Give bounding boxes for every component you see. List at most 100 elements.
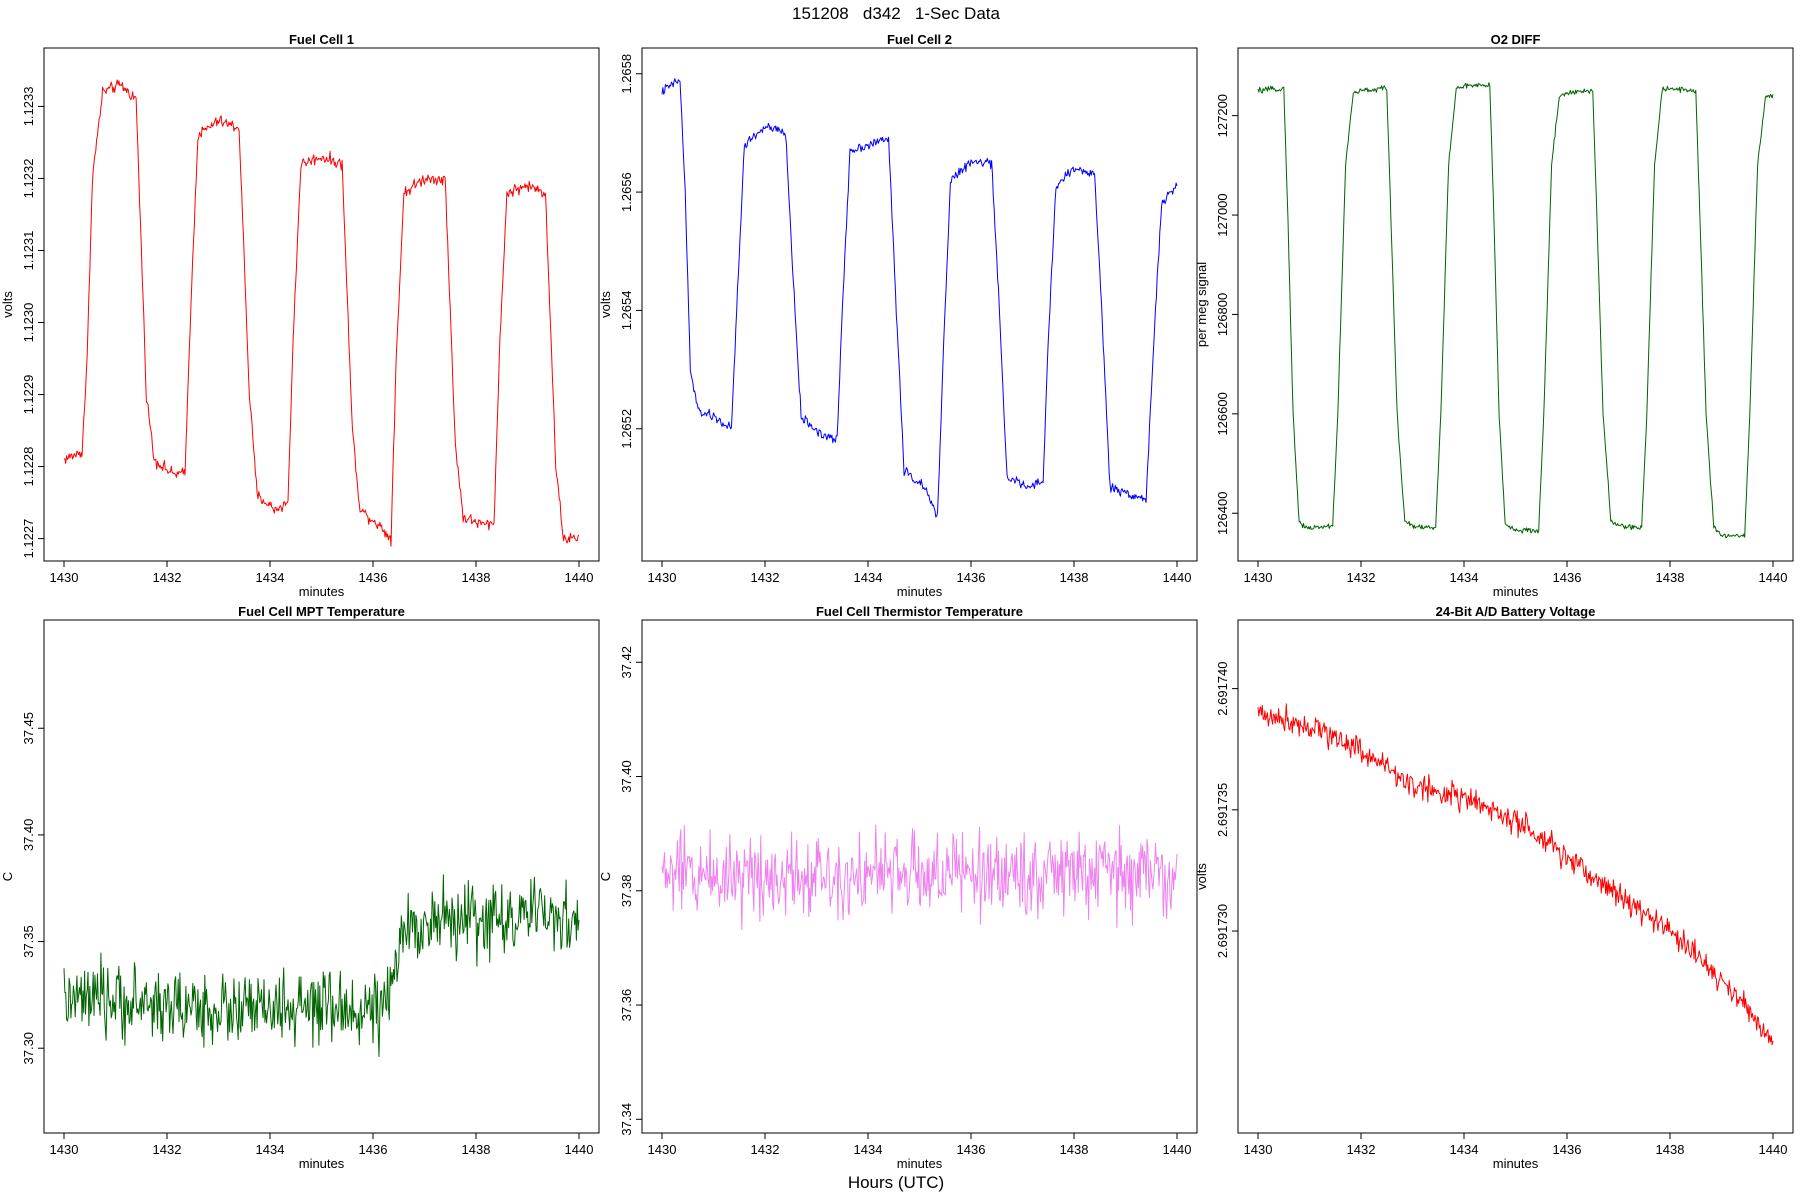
x-tick-label: 1434 (256, 1142, 285, 1157)
chart-o2: O2 DIFF 1430 1432 1434 1436 1438 1440 minutes 12… (1194, 32, 1794, 599)
plot-frame (641, 619, 1198, 1134)
y-tick-label: 127000 (1215, 193, 1230, 236)
plot-frame (641, 47, 1198, 562)
y-tick-label: 1.1233 (21, 87, 36, 127)
plot-frame (1237, 619, 1794, 1134)
chart-title: Fuel Cell Thermistor Temperature (816, 604, 1023, 619)
x-tick-label: 1432 (1347, 1142, 1376, 1157)
y-tick-label: 2.691740 (1215, 661, 1230, 715)
y-tick-label: 37.35 (21, 925, 36, 958)
x-tick-label: 1436 (1553, 1142, 1582, 1157)
y-tick-label: 126600 (1215, 392, 1230, 435)
x-tick-label: 1430 (1244, 570, 1273, 585)
x-tick-label: 1430 (50, 570, 79, 585)
y-tick-label: 1.1231 (21, 231, 36, 271)
x-tick-label: 1436 (359, 570, 388, 585)
series-line-batt (1257, 703, 1774, 1046)
x-tick-label: 1440 (565, 570, 594, 585)
y-tick-label: 1.1228 (21, 447, 36, 487)
chart-title: Fuel Cell 1 (289, 32, 354, 47)
y-axis-label: volts (0, 291, 15, 318)
chart-title: 24-Bit A/D Battery Voltage (1436, 604, 1596, 619)
y-tick-label: 1.2658 (619, 54, 634, 94)
x-tick-label: 1438 (1656, 570, 1685, 585)
x-axis-label: minutes (1493, 1156, 1539, 1171)
y-tick-label: 37.30 (21, 1032, 36, 1065)
y-tick-label: 37.34 (619, 1103, 634, 1136)
y-tick-label: 2.691730 (1215, 904, 1230, 958)
y-tick-label: 127200 (1215, 94, 1230, 137)
chart-batt: 24-Bit A/D Battery Voltage 1430 1432 1434 14… (1194, 604, 1794, 1171)
y-tick-label: 1.1229 (21, 375, 36, 415)
x-tick-label: 1432 (153, 1142, 182, 1157)
x-tick-label: 1440 (1759, 1142, 1788, 1157)
chart-fc1: Fuel Cell 1 1430 1432 1434 1436 1438 1440 minut… (0, 32, 600, 599)
x-tick-label: 1432 (751, 570, 780, 585)
plot-frame (43, 47, 600, 562)
series-line-mpt (63, 874, 580, 1057)
y-tick-label: 37.40 (21, 819, 36, 852)
y-tick-label: 1.1232 (21, 159, 36, 199)
panels: Fuel Cell 1 1430 1432 1434 1436 1438 1440 minut… (0, 32, 1794, 1171)
x-tick-label: 1436 (957, 1142, 986, 1157)
x-tick-label: 1438 (462, 570, 491, 585)
plot-frame (43, 619, 600, 1134)
x-tick-label: 1430 (648, 1142, 677, 1157)
chart-title: Fuel Cell 2 (887, 32, 952, 47)
x-tick-label: 1434 (1450, 570, 1479, 585)
y-tick-label: 126400 (1215, 492, 1230, 535)
x-axis-label: minutes (299, 584, 345, 599)
x-tick-label: 1434 (854, 1142, 883, 1157)
y-axis-label: C (0, 872, 15, 881)
x-tick-label: 1436 (957, 570, 986, 585)
x-tick-label: 1432 (153, 570, 182, 585)
x-tick-label: 1430 (1244, 1142, 1273, 1157)
y-tick-label: 1.2652 (619, 409, 634, 449)
chart-fc2: Fuel Cell 2 1430 1432 1434 1436 1438 1440 minut… (598, 32, 1198, 599)
series-line-fc2 (661, 78, 1178, 518)
x-tick-label: 1434 (854, 570, 883, 585)
x-tick-label: 1440 (1759, 570, 1788, 585)
x-tick-label: 1438 (1060, 570, 1089, 585)
x-axis-label: minutes (897, 584, 943, 599)
x-axis-label: minutes (299, 1156, 345, 1171)
y-tick-label: 37.45 (21, 712, 36, 745)
x-axis-label: minutes (897, 1156, 943, 1171)
series-line-fc1 (63, 79, 580, 547)
x-tick-label: 1438 (1656, 1142, 1685, 1157)
x-tick-label: 1440 (1163, 570, 1192, 585)
x-tick-label: 1440 (565, 1142, 594, 1157)
y-tick-label: 37.36 (619, 989, 634, 1022)
chart-therm: Fuel Cell Thermistor Temperature 1430 1432… (598, 604, 1198, 1171)
y-tick-label: 1.2654 (619, 291, 634, 331)
y-axis-label: volts (1194, 863, 1209, 890)
y-tick-label: 1.1227 (21, 519, 36, 559)
x-tick-label: 1432 (751, 1142, 780, 1157)
x-tick-label: 1436 (359, 1142, 388, 1157)
x-tick-label: 1436 (1553, 570, 1582, 585)
y-axis-label: volts (598, 291, 613, 318)
chart-title: Fuel Cell MPT Temperature (238, 604, 405, 619)
y-tick-label: 1.2656 (619, 172, 634, 212)
chart-mpt: Fuel Cell MPT Temperature 1430 1432 1434 143… (0, 604, 600, 1171)
series-line-therm (661, 824, 1178, 931)
x-tick-label: 1430 (648, 570, 677, 585)
x-tick-label: 1432 (1347, 570, 1376, 585)
x-axis-label: minutes (1493, 584, 1539, 599)
series-line-o2 (1257, 82, 1774, 539)
x-tick-label: 1440 (1163, 1142, 1192, 1157)
x-tick-label: 1430 (50, 1142, 79, 1157)
x-tick-label: 1438 (1060, 1142, 1089, 1157)
x-tick-label: 1434 (1450, 1142, 1479, 1157)
outer-x-label: Hours (UTC) (848, 1173, 944, 1192)
plot-frame (1237, 47, 1794, 562)
y-tick-label: 2.691735 (1215, 783, 1230, 837)
y-tick-label: 1.1230 (21, 303, 36, 343)
x-tick-label: 1438 (462, 1142, 491, 1157)
chart-title: O2 DIFF (1491, 32, 1541, 47)
y-tick-label: 37.38 (619, 875, 634, 908)
y-axis-label: C (598, 872, 613, 881)
y-axis-label: per meg signal (1194, 262, 1209, 347)
x-tick-label: 1434 (256, 570, 285, 585)
